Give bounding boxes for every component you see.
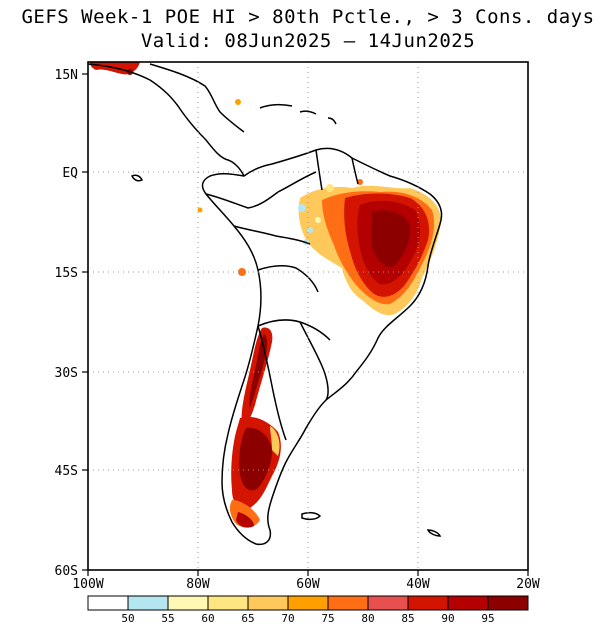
colorbar-labels: 50 55 60 65 70 75 80 85 90 95 [121, 612, 494, 625]
lon-label-60w: 60W [296, 577, 320, 592]
colorbar-label: 75 [321, 612, 334, 625]
lat-label-eq: EQ [62, 166, 78, 181]
colorbar-label: 65 [241, 612, 254, 625]
shading-brazil-northeast [298, 179, 441, 316]
lat-label-15n: 15N [55, 68, 78, 83]
map-content [88, 62, 528, 570]
colorbar-swatch [87, 595, 129, 611]
lon-label-100w: 100W [72, 577, 103, 592]
colorbar-label: 85 [401, 612, 414, 625]
axis-ticks [82, 73, 529, 576]
colorbar-swatch [247, 595, 289, 611]
map-title-line1: GEFS Week-1 POE HI > 80th Pctle., > 3 Co… [21, 6, 595, 28]
colorbar-swatch [327, 595, 369, 611]
lat-label-60s: 60S [55, 564, 78, 579]
colorbar-label: 90 [441, 612, 454, 625]
colorbar-swatch [207, 595, 249, 611]
lon-label-80w: 80W [186, 577, 210, 592]
shading-patagonia [229, 416, 281, 528]
lat-label-15s: 15S [55, 266, 78, 281]
colorbar-label: 95 [481, 612, 494, 625]
colorbar-swatch [287, 595, 329, 611]
colorbar-swatch [167, 595, 209, 611]
lat-label-45s: 45S [55, 464, 78, 479]
colorbar-label: 70 [281, 612, 294, 625]
colorbar [87, 595, 529, 611]
colorbar-label: 80 [361, 612, 374, 625]
coastlines-borders [88, 63, 443, 546]
colorbar-label: 55 [161, 612, 174, 625]
colorbar-swatch [407, 595, 449, 611]
colorbar-swatch [447, 595, 489, 611]
colorbar-swatch [367, 595, 409, 611]
lon-label-40w: 40W [406, 577, 430, 592]
map-background [88, 62, 528, 570]
colorbar-swatch [127, 595, 169, 611]
colorbar-label: 60 [201, 612, 214, 625]
colorbar-swatch [487, 595, 529, 611]
map-title-line2: Valid: 08Jun2025 – 14Jun2025 [140, 30, 476, 52]
lon-label-20w: 20W [516, 577, 540, 592]
lat-label-30s: 30S [55, 366, 78, 381]
colorbar-label: 50 [121, 612, 134, 625]
gridlines [88, 62, 528, 570]
